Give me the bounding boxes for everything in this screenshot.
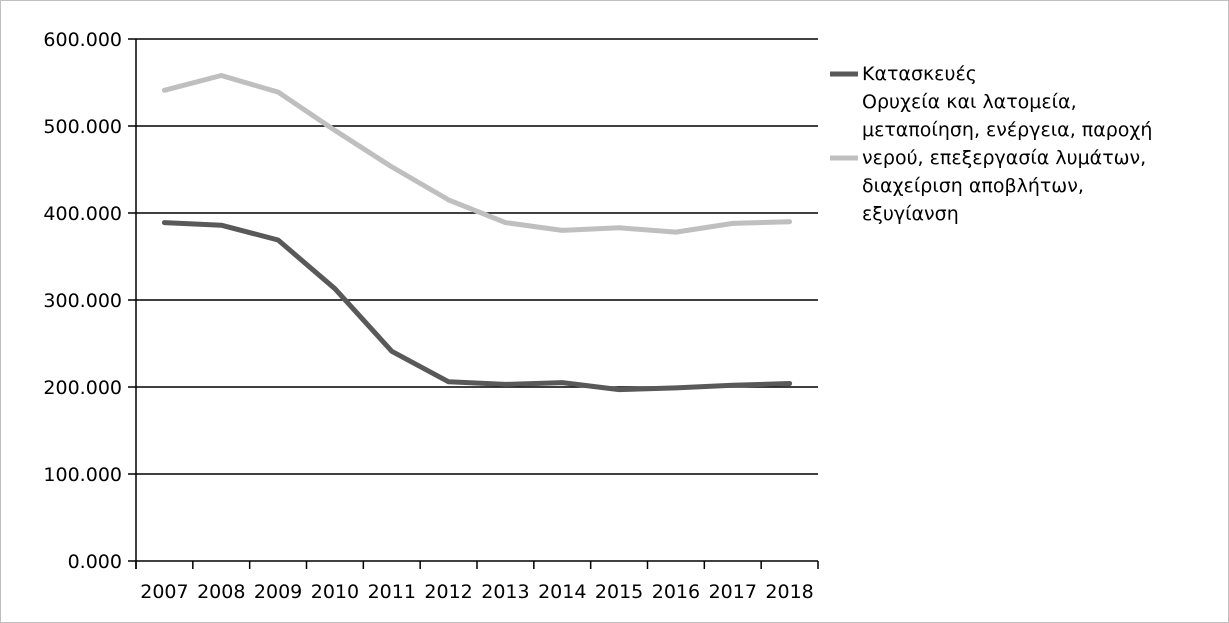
y-tick-label: 200.000 <box>43 377 122 399</box>
y-tick-label: 100.000 <box>43 464 122 486</box>
x-tick-label: 2010 <box>311 581 359 603</box>
x-ticks <box>135 561 819 569</box>
y-tick-labels: 0.000 100.000 200.000 300.000 400.000 500.000… <box>43 29 122 573</box>
y-tick-label: 400.000 <box>43 203 122 225</box>
series-line-2 <box>161 73 793 235</box>
y-tick-label: 500.000 <box>43 116 122 138</box>
x-tick-label: 2014 <box>538 581 586 603</box>
series-lines <box>161 73 793 393</box>
x-tick-label: 2018 <box>765 581 813 603</box>
y-tick-label: 0.000 <box>68 551 122 573</box>
x-tick-label: 2011 <box>368 581 416 603</box>
x-tick-label: 2015 <box>595 581 643 603</box>
y-tick-label: 300.000 <box>43 290 122 312</box>
legend-label-2: μεταποίηση, ενέργεια, παροχή <box>862 119 1152 141</box>
x-tick-label: 2009 <box>254 581 302 603</box>
x-tick-label: 2008 <box>197 581 245 603</box>
x-tick-label: 2013 <box>481 581 529 603</box>
y-tick-label: 600.000 <box>43 29 122 51</box>
x-tick-label: 2016 <box>652 581 700 603</box>
gridlines <box>128 38 818 562</box>
series-line-1 <box>161 220 793 393</box>
x-tick-label: 2007 <box>140 581 188 603</box>
legend-label-1: Κατασκευές <box>862 63 977 85</box>
x-tick-labels: 2007 2008 2009 2010 2011 2012 2013 2014 2015 2016… <box>140 581 814 603</box>
legend-label-2: διαχείριση αποβλήτων, <box>862 175 1084 197</box>
axes <box>135 39 818 569</box>
x-tick-label: 2017 <box>709 581 757 603</box>
legend-label-2: εξυγίανση <box>862 203 959 225</box>
legend-label-2: νερού, επεξεργασία λυμάτων, <box>862 147 1146 169</box>
legend-label-2: Ορυχεία και λατομεία, <box>862 91 1077 113</box>
x-tick-label: 2012 <box>424 581 472 603</box>
legend: Κατασκευές Ορυχεία και λατομεία, μεταποίησ… <box>830 63 1152 225</box>
